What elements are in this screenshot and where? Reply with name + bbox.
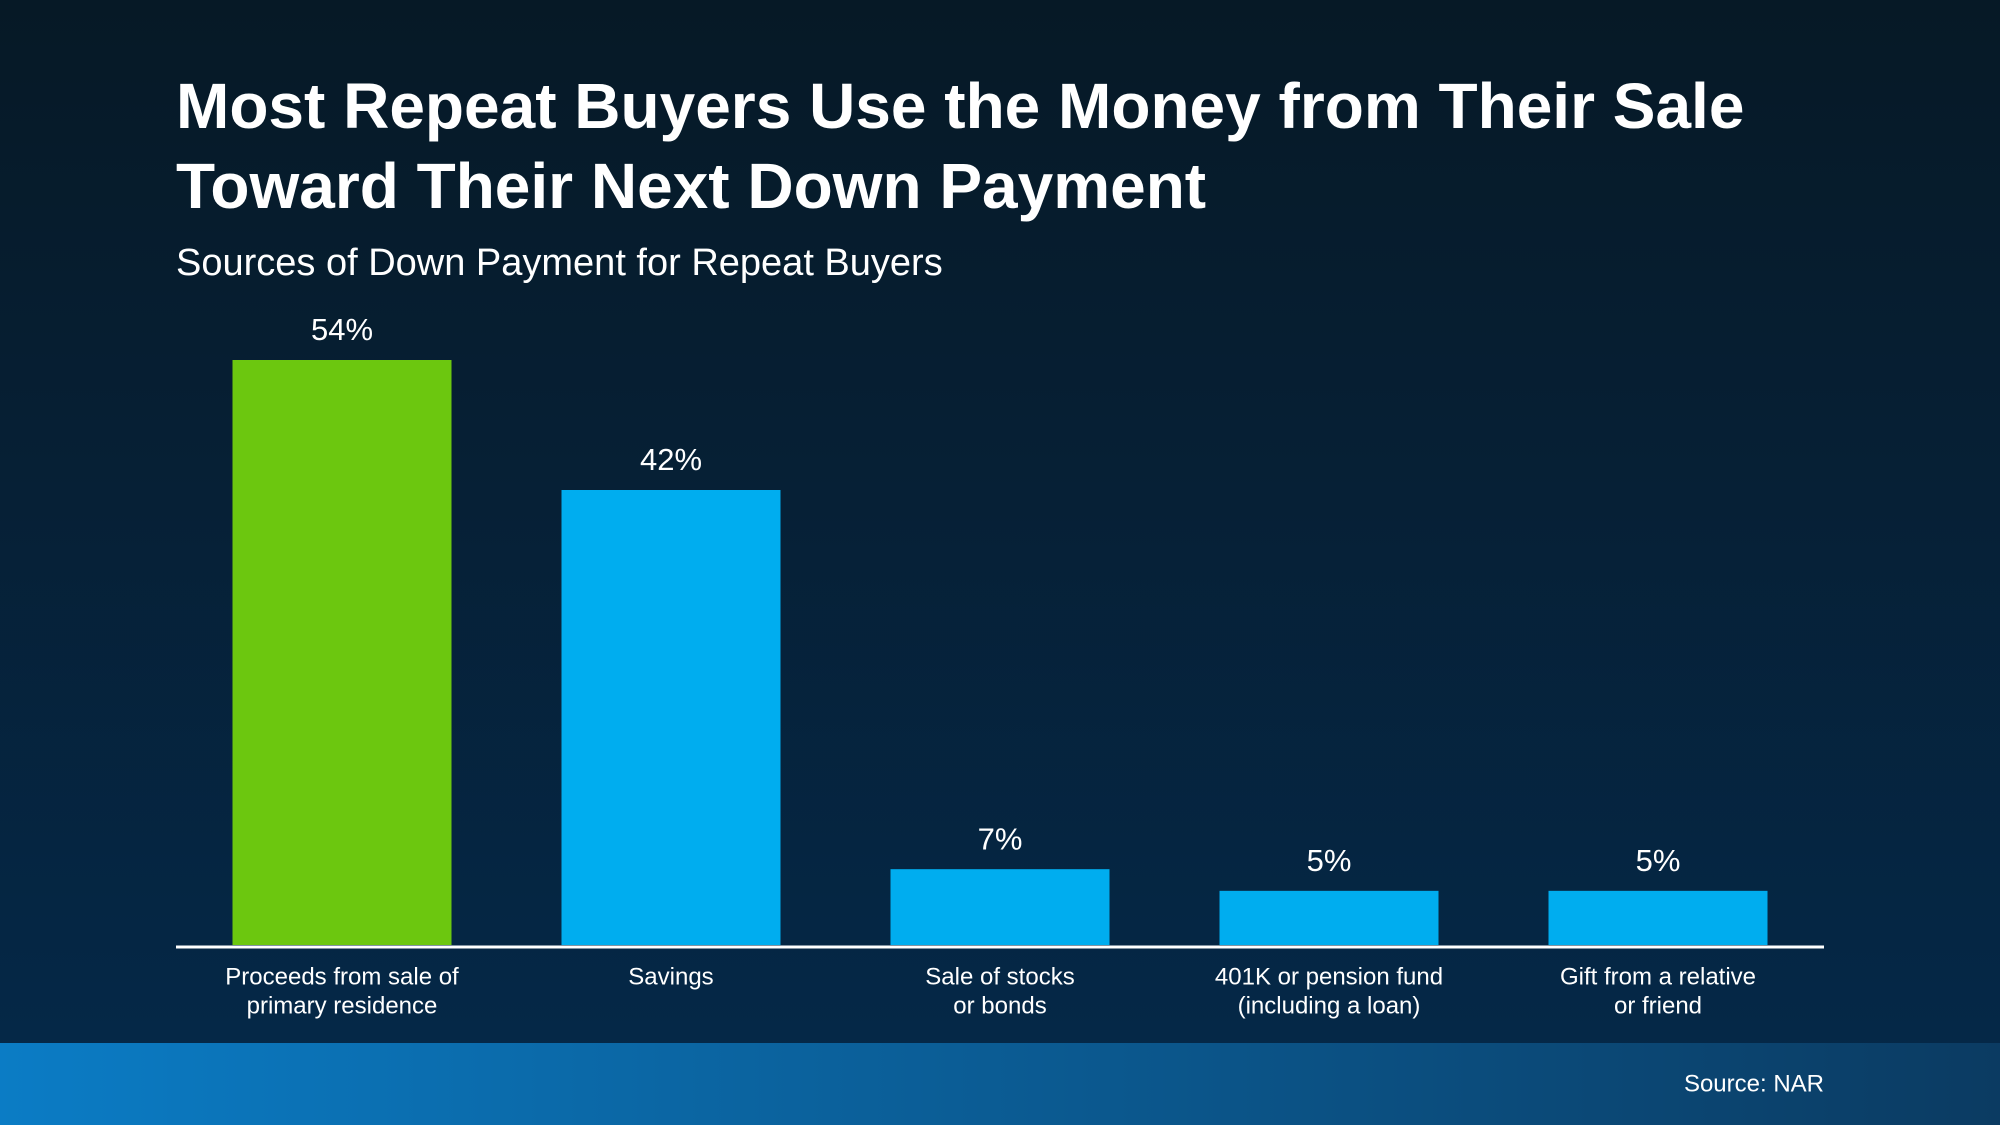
x-tick-label: primary residence	[247, 992, 438, 1019]
bar	[890, 869, 1110, 945]
value-label: 42%	[640, 442, 702, 477]
value-label: 5%	[1307, 843, 1352, 878]
value-label: 54%	[311, 312, 373, 347]
x-tick-label: or friend	[1614, 992, 1702, 1019]
x-tick-label: Savings	[628, 963, 713, 990]
bar	[561, 490, 781, 945]
x-tick-label: Proceeds from sale of	[225, 963, 459, 990]
x-tick-label: 401K or pension fund	[1215, 963, 1443, 990]
chart-title: Toward Their Next Down Payment	[176, 150, 1206, 222]
chart-subtitle: Sources of Down Payment for Repeat Buyer…	[176, 242, 943, 284]
x-tick-label: Sale of stocks	[925, 963, 1074, 990]
footer-band	[0, 1043, 2000, 1125]
bar	[232, 360, 452, 945]
x-tick-label: Gift from a relative	[1560, 963, 1756, 990]
bar	[1548, 890, 1768, 945]
x-tick-label: or bonds	[953, 992, 1046, 1019]
source: Source: NAR	[1684, 1070, 1824, 1097]
chart-title: Most Repeat Buyers Use the Money from Th…	[176, 70, 1744, 142]
value-label: 7%	[978, 821, 1023, 856]
value-label: 5%	[1636, 843, 1681, 878]
x-tick-label: (including a loan)	[1238, 992, 1421, 1019]
bar	[1219, 890, 1439, 945]
